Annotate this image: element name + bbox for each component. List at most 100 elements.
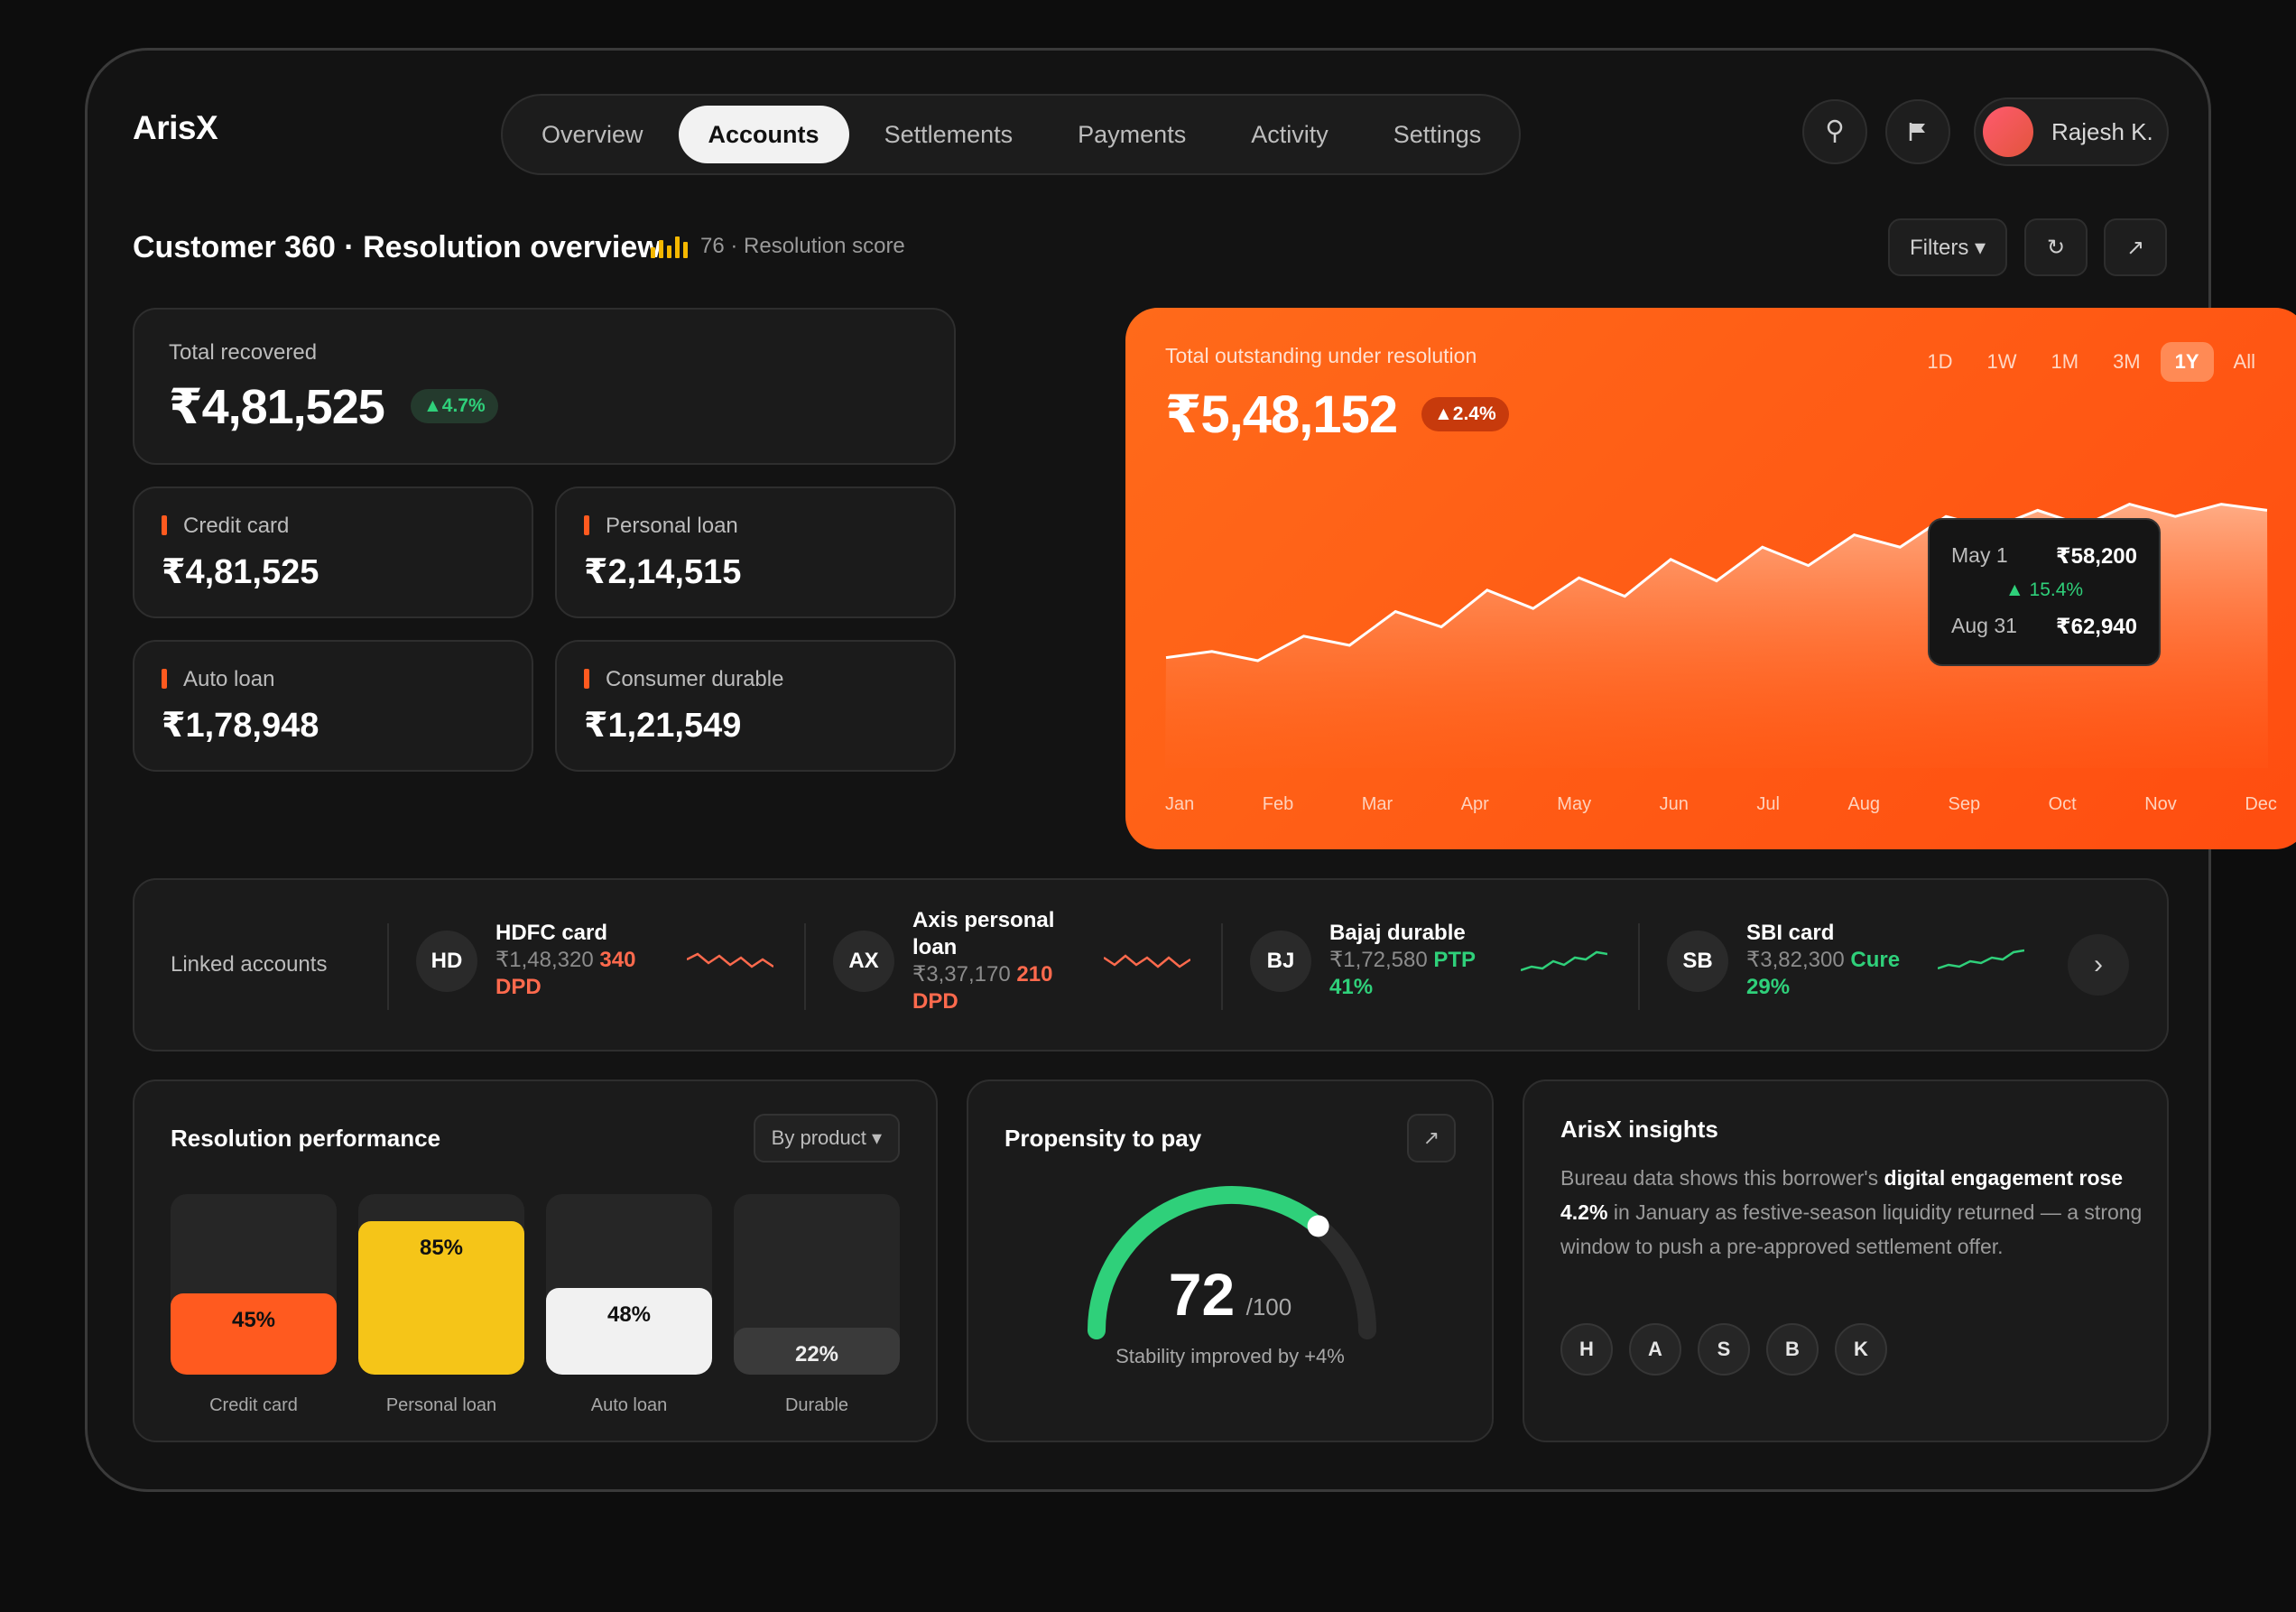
chip[interactable]: K [1835, 1323, 1887, 1376]
next-accounts-button[interactable]: › [2068, 934, 2129, 996]
account-status: PTP 41% [1329, 948, 1476, 999]
linked-account-axis[interactable]: AX Axis personal loan ₹3,37,170 210 DPD [833, 880, 1230, 1050]
account-status: Cure 29% [1746, 948, 1901, 999]
product-label: Auto loan [183, 667, 275, 691]
filters-button[interactable]: Filters ▾ [1888, 218, 2008, 276]
product-value: ₹4,81,525 [162, 553, 319, 591]
tab-activity[interactable]: Activity [1251, 120, 1329, 148]
outstanding-label: Total outstanding under resolution [1165, 344, 1477, 367]
account-name: Axis personal loan [912, 908, 1055, 959]
app-logo[interactable]: ArisX [133, 109, 218, 146]
linked-account-hdfc[interactable]: HD HDFC card ₹1,48,320 340 DPD [416, 880, 813, 1050]
range-1m[interactable]: 1M [2051, 350, 2079, 373]
card-title: Resolution performance [171, 1125, 441, 1152]
by-product-dropdown[interactable]: By product ▾ [753, 1114, 900, 1163]
linked-account-sbi[interactable]: SB SBI card ₹3,82,300 Cure 29% [1667, 880, 2064, 1050]
bar-fill: 22% [734, 1328, 900, 1375]
account-meta: ₹3,82,300 Cure 29% [1746, 947, 1927, 1001]
total-recovered-label: Total recovered [169, 340, 318, 365]
accent-bar [162, 669, 167, 689]
bar-fill: 48% [546, 1288, 712, 1375]
arrow-up-right-icon: ↗ [1422, 1126, 1440, 1149]
account-name: Bajaj durable [1329, 921, 1466, 945]
insight-text-2: in January as festive-season liquidity r… [1560, 1200, 2143, 1258]
account-avatar: AX [833, 931, 894, 992]
product-card-auto[interactable]: Auto loan ₹1,78,948 [133, 640, 533, 772]
linked-account-bajaj[interactable]: BJ Bajaj durable ₹1,72,580 PTP 41% [1250, 880, 1647, 1050]
chevron-right-icon: › [2094, 950, 2103, 979]
chip[interactable]: B [1766, 1323, 1819, 1376]
bar-fill: 45% [171, 1293, 337, 1375]
tooltip-from-label: May 1 [1951, 543, 2008, 567]
perf-bar-credit: 45% [171, 1194, 337, 1375]
x-tick-label: Mar [1361, 794, 1393, 814]
refresh-button[interactable]: ↻ [2024, 218, 2088, 276]
account-status: 340 DPD [495, 948, 636, 999]
refresh-icon: ↻ [2046, 235, 2066, 260]
insight-text-1: Bureau data shows this borrower's [1560, 1166, 1884, 1190]
tab-payments[interactable]: Payments [1078, 120, 1187, 148]
account-amount: ₹3,37,170 [912, 962, 1011, 987]
card-title: Propensity to pay [1004, 1125, 1202, 1152]
x-axis: Jan Feb Mar Apr May Jun Jul Aug Sep Oct Nov Dec [1165, 794, 2277, 815]
product-value: ₹1,78,948 [162, 707, 319, 745]
flag-button[interactable] [1885, 99, 1950, 164]
linked-accounts-strip: Linked accounts HD HDFC card ₹1,48,320 3… [133, 878, 2169, 1052]
linked-accounts-label: Linked accounts [171, 952, 328, 977]
range-1w[interactable]: 1W [1986, 350, 2017, 373]
avatar [1983, 107, 2033, 157]
flag-icon [1909, 123, 1925, 141]
tab-settlements[interactable]: Settlements [884, 120, 1014, 148]
expand-button[interactable]: ↗ [2104, 218, 2167, 276]
accent-bar [584, 515, 589, 535]
chip[interactable]: S [1698, 1323, 1750, 1376]
product-card-durable[interactable]: Consumer durable ₹1,21,549 [555, 640, 956, 772]
product-label: Credit card [183, 514, 290, 538]
tab-settings[interactable]: Settings [1393, 120, 1482, 148]
user-menu[interactable]: Rajesh K. [1974, 97, 2169, 166]
insights-card: ArisX insights Bureau data shows this bo… [1523, 1079, 2169, 1442]
range-selector: 1D 1W 1M 3M 1Y All [1912, 342, 2270, 382]
account-status: 210 DPD [912, 962, 1053, 1014]
gauge-note: Stability improved by +4% [1116, 1345, 1345, 1367]
x-tick-label: Aug [1847, 794, 1881, 814]
chip[interactable]: A [1629, 1323, 1681, 1376]
x-tick-label: Oct [2048, 794, 2077, 814]
account-meta: ₹1,72,580 PTP 41% [1329, 947, 1510, 1001]
gauge-readout: 72 /100 [968, 1260, 1492, 1329]
resolution-score-text: 76 · Resolution score [700, 234, 905, 258]
product-label: Personal loan [606, 514, 738, 538]
app-window: ArisX Overview Accounts Settlements Paym… [85, 48, 2296, 1492]
tooltip-to-label: Aug 31 [1951, 614, 2017, 637]
divider [1638, 923, 1640, 1010]
bar-value: 22% [794, 1342, 839, 1366]
perf-bar-auto: 48% [546, 1194, 712, 1375]
bar-value: 48% [606, 1302, 652, 1327]
propensity-card: Propensity to pay ↗ 72 /100 Stability im… [967, 1079, 1494, 1442]
bar-value: 85% [419, 1236, 464, 1260]
product-value: ₹1,21,549 [584, 707, 742, 745]
chip[interactable]: H [1560, 1323, 1613, 1376]
account-amount: ₹1,72,580 [1329, 948, 1428, 972]
total-recovered-value: ₹4,81,525 [169, 380, 385, 434]
arrow-up-right-icon: ↗ [2125, 235, 2145, 260]
account-name: HDFC card [495, 921, 608, 945]
divider [804, 923, 806, 1010]
tab-overview[interactable]: Overview [542, 120, 643, 148]
product-card-personal[interactable]: Personal loan ₹2,14,515 [555, 486, 956, 618]
accent-bar [584, 669, 589, 689]
range-1y[interactable]: 1Y [2160, 342, 2214, 382]
search-button[interactable] [1802, 99, 1867, 164]
sparkline-up [1938, 949, 2024, 970]
product-card-credit[interactable]: Credit card ₹4,81,525 [133, 486, 533, 618]
outstanding-value: ₹5,48,152 [1165, 385, 1398, 444]
product-label: Consumer durable [606, 667, 784, 691]
bar-value: 45% [231, 1308, 276, 1332]
tab-accounts[interactable]: Accounts [678, 106, 849, 163]
range-3m[interactable]: 3M [2113, 350, 2141, 373]
chart-tooltip: May 1 ₹58,200 ▲ 15.4% Aug 31 ₹62,940 [1928, 518, 2161, 666]
range-all[interactable]: All [2233, 350, 2255, 373]
expand-button[interactable]: ↗ [1407, 1114, 1456, 1163]
range-1d[interactable]: 1D [1927, 350, 1953, 373]
page-title: Customer 360 · Resolution overview [133, 230, 662, 264]
